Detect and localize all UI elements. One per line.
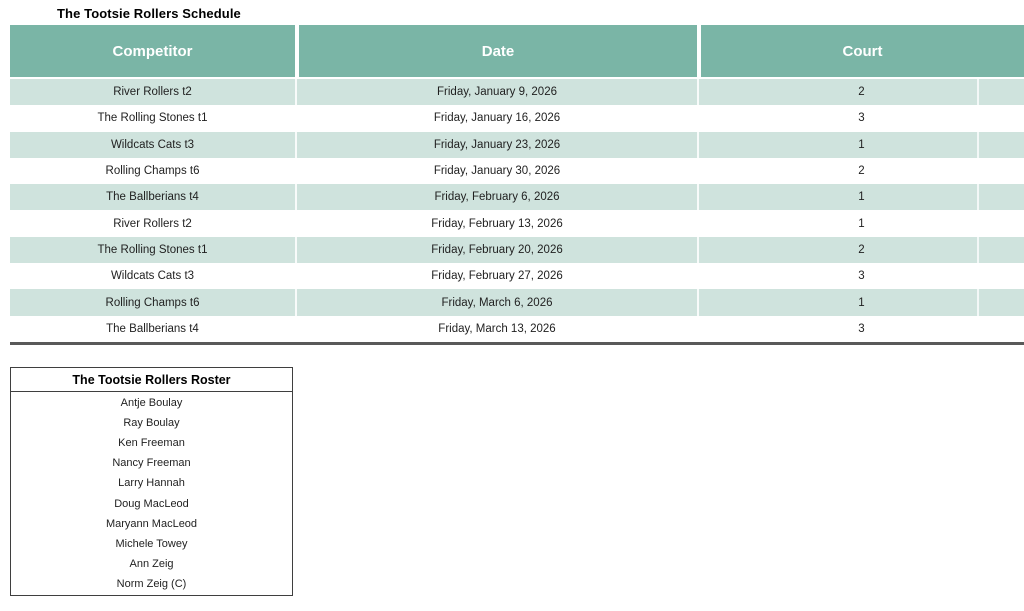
table-row: The Rolling Stones t1 Friday, February 2… [10,236,1024,264]
cell-date: Friday, February 13, 2026 [295,210,697,237]
table-row: Wildcats Cats t3 Friday, January 23, 202… [10,131,1024,159]
roster-list: Antje Boulay Ray Boulay Ken Freeman Nanc… [11,392,292,595]
table-row: Rolling Champs t6 Friday, March 6, 2026 … [10,289,1024,316]
cell-court: 3 [697,105,1024,132]
cell-court: 1 [697,131,1024,159]
table-row: The Rolling Stones t1 Friday, January 16… [10,105,1024,132]
roster-box: The Tootsie Rollers Roster Antje Boulay … [10,367,293,596]
table-body: River Rollers t2 Friday, January 9, 2026… [10,79,1024,343]
cell-date: Friday, February 20, 2026 [295,236,697,264]
roster-player: Doug MacLeod [114,497,189,510]
cell-competitor: Rolling Champs t6 [105,165,200,178]
table-row: Rolling Champs t6 Friday, January 30, 20… [10,157,1024,185]
cell-date: Friday, March 6, 2026 [295,289,697,316]
cell-date: Friday, January 9, 2026 [295,79,697,106]
table-row: The Ballberians t4 Friday, February 6, 2… [10,184,1024,211]
cell-date: Friday, March 13, 2026 [295,315,697,342]
cell-court: 3 [697,315,1024,343]
schedule-title: The Tootsie Rollers Schedule [57,6,241,21]
cell-competitor: The Ballberians t4 [106,191,199,204]
table-row: River Rollers t2 Friday, January 9, 2026… [10,79,1024,106]
cell-date: Friday, January 23, 2026 [295,131,697,158]
table-header: Competitor Date Court [10,25,1024,79]
cell-competitor: Rolling Champs t6 [105,296,200,309]
cell-competitor: The Rolling Stones t1 [97,243,208,256]
roster-player: Norm Zeig (C) [116,577,187,590]
cell-court: 1 [697,289,1024,316]
column-header-date: Date [295,25,697,79]
roster-player: Larry Hannah [118,477,185,490]
cell-competitor: Wildcats Cats t3 [110,270,195,283]
cell-court: 3 [697,263,1024,290]
roster-player: Ray Boulay [123,417,180,430]
column-header-competitor: Competitor [10,25,295,79]
cell-competitor: River Rollers t2 [113,217,192,230]
roster-title: The Tootsie Rollers Roster [11,368,292,392]
cell-court: 1 [697,210,1024,238]
cell-court: 2 [697,157,1024,185]
cell-date: Friday, January 16, 2026 [295,105,697,132]
cell-court: 2 [697,236,1024,264]
cell-court: 1 [697,184,1024,211]
roster-player: Antje Boulay [120,397,183,410]
cell-court: 2 [697,79,1024,106]
column-header-court: Court [697,25,1024,79]
cell-date: Friday, February 6, 2026 [295,184,697,211]
roster-player: Maryann MacLeod [105,517,198,530]
cell-date: Friday, February 27, 2026 [295,263,697,290]
table-row: River Rollers t2 Friday, February 13, 20… [10,210,1024,238]
roster-player: Ken Freeman [118,437,185,450]
cell-competitor: River Rollers t2 [113,86,192,99]
table-row: Wildcats Cats t3 Friday, February 27, 20… [10,263,1024,290]
cell-date: Friday, January 30, 2026 [295,157,697,185]
roster-player: Nancy Freeman [112,457,191,470]
table-row: The Ballberians t4 Friday, March 13, 202… [10,315,1024,343]
schedule-table: Competitor Date Court River Rollers t2 F… [10,25,1024,345]
cell-competitor: The Rolling Stones t1 [97,112,208,125]
roster-player: Michele Towey [115,537,188,550]
roster-player: Ann Zeig [129,557,174,570]
cell-competitor: Wildcats Cats t3 [110,138,195,151]
cell-competitor: The Ballberians t4 [106,322,199,335]
